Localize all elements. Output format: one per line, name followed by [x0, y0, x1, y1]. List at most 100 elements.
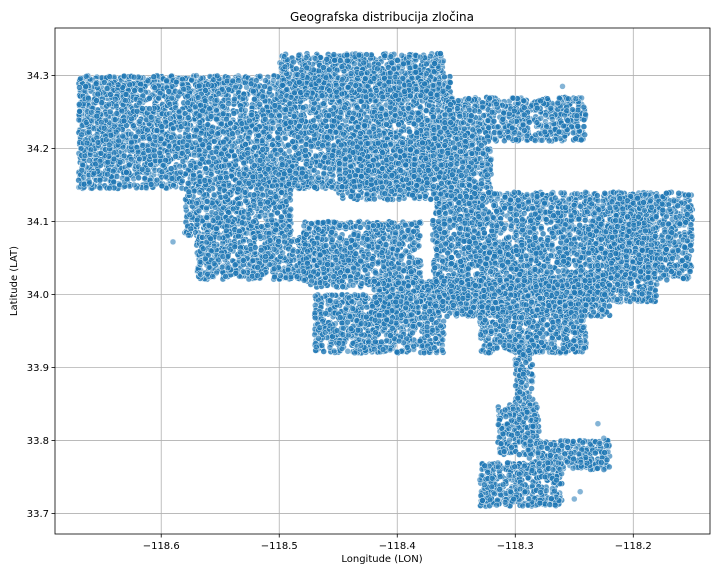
data-point	[228, 142, 236, 150]
data-point	[235, 179, 243, 187]
data-point	[130, 73, 138, 81]
data-point	[107, 91, 114, 98]
data-point	[425, 102, 433, 109]
data-point	[134, 148, 142, 156]
data-point	[257, 172, 264, 180]
data-point	[291, 144, 298, 151]
data-point	[106, 184, 113, 192]
data-point	[119, 132, 126, 140]
data-point	[302, 147, 309, 154]
data-point	[391, 112, 399, 119]
data-point	[196, 119, 204, 126]
data-point	[147, 113, 155, 121]
data-point	[179, 158, 187, 165]
data-point	[179, 177, 186, 185]
data-point	[167, 134, 175, 141]
data-point	[240, 90, 248, 98]
data-point	[174, 145, 182, 152]
data-point	[131, 181, 138, 189]
data-point	[145, 147, 152, 154]
data-point	[151, 152, 158, 160]
data-point	[153, 176, 161, 184]
data-point	[223, 77, 231, 85]
data-point	[77, 75, 84, 82]
data-point	[315, 174, 322, 181]
data-point	[242, 107, 249, 114]
data-point	[274, 134, 282, 142]
data-point	[434, 106, 442, 114]
data-point	[78, 166, 86, 174]
data-point	[158, 182, 166, 190]
data-point	[223, 115, 230, 123]
data-point	[127, 155, 135, 163]
data-point	[154, 117, 162, 124]
data-point	[278, 161, 286, 168]
data-point	[135, 174, 142, 182]
data-point	[201, 177, 209, 184]
data-point	[231, 152, 238, 160]
data-point	[96, 176, 104, 184]
data-point	[116, 158, 124, 166]
data-point	[92, 80, 100, 87]
data-point	[106, 108, 114, 116]
data-point	[184, 92, 191, 100]
data-point	[215, 90, 223, 97]
data-point	[123, 169, 130, 176]
data-point	[185, 114, 192, 121]
data-point	[194, 94, 202, 101]
data-point	[198, 155, 206, 163]
data-point	[235, 77, 242, 84]
data-point	[246, 117, 253, 125]
data-point	[229, 130, 236, 137]
data-point	[85, 128, 93, 136]
data-point	[271, 102, 279, 109]
data-point	[290, 113, 298, 120]
data-point	[324, 140, 332, 148]
data-point	[184, 126, 191, 133]
data-point	[310, 105, 317, 112]
data-point	[297, 111, 305, 119]
data-point	[184, 99, 192, 107]
data-point	[138, 166, 146, 173]
data-point	[288, 105, 295, 113]
data-point	[126, 81, 133, 88]
data-point	[405, 105, 412, 112]
data-point	[286, 167, 294, 175]
data-point	[85, 94, 92, 102]
data-point	[180, 85, 187, 93]
data-point	[244, 135, 252, 142]
data-point	[327, 178, 335, 185]
data-point	[212, 148, 220, 156]
data-point	[81, 152, 89, 160]
data-point	[167, 165, 175, 172]
data-point	[120, 72, 128, 80]
data-point	[170, 125, 177, 132]
data-point	[319, 142, 326, 149]
data-point	[136, 155, 143, 163]
data-point	[211, 176, 219, 183]
data-point	[244, 150, 252, 157]
data-point	[76, 108, 83, 115]
data-point	[269, 182, 276, 190]
data-point	[86, 178, 93, 186]
data-point	[252, 125, 259, 133]
chart-title: Geografska distribucija zločina	[290, 10, 474, 24]
data-point	[280, 170, 288, 178]
data-point	[94, 90, 102, 98]
data-point	[307, 143, 315, 150]
data-point	[231, 95, 238, 103]
data-point	[123, 175, 131, 183]
data-point	[122, 91, 130, 98]
data-point	[167, 115, 174, 122]
data-point	[136, 99, 143, 107]
data-point	[83, 139, 91, 147]
data-point	[276, 112, 283, 120]
data-point	[325, 112, 333, 119]
data-point	[326, 165, 333, 172]
data-point	[220, 162, 228, 170]
data-point	[220, 138, 227, 146]
data-point	[294, 182, 302, 190]
data-point	[78, 131, 85, 139]
data-point	[93, 112, 101, 120]
